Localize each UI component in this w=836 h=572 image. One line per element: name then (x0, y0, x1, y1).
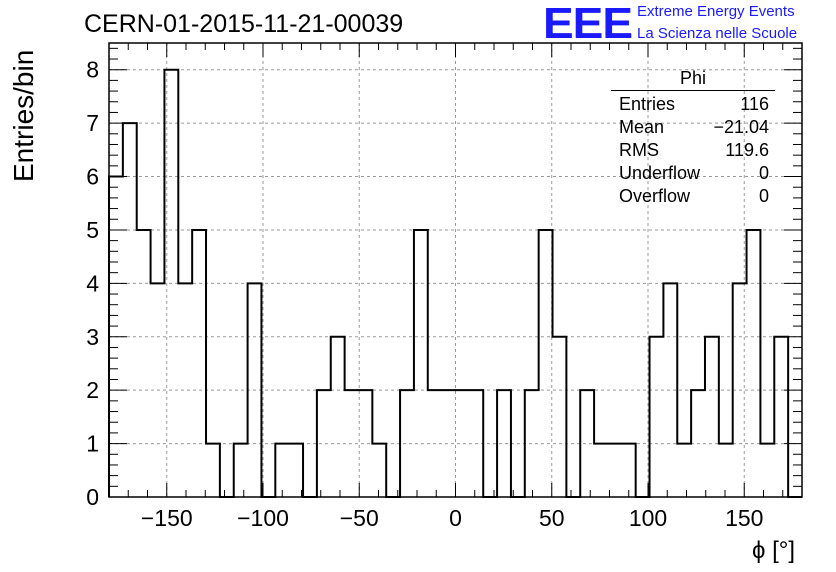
y-axis-label: Entries/bin (8, 49, 39, 182)
x-axis-label: ϕ [°] (752, 537, 796, 564)
stats-label: Mean (619, 117, 665, 137)
stats-label: RMS (619, 140, 659, 160)
histogram-outline (108, 68, 802, 498)
histogram-bin (608, 444, 622, 497)
histogram-bin (705, 337, 719, 497)
histogram-bin (289, 444, 303, 497)
histogram-bin (622, 444, 636, 497)
histogram-bin (372, 444, 386, 497)
y-tick-label: 2 (86, 377, 99, 403)
x-tick-label: 0 (449, 505, 462, 531)
histogram-bin (677, 444, 691, 497)
histogram-bin (594, 444, 608, 497)
histogram-bin (539, 230, 553, 497)
logo-line-1: Extreme Energy Events (637, 3, 795, 20)
x-tick-label: −50 (340, 505, 379, 531)
y-tick-label: 5 (86, 217, 99, 243)
histogram-bin (747, 230, 761, 497)
histogram-bin (580, 390, 594, 497)
histogram-bin (358, 390, 372, 497)
x-tick-label: −100 (237, 505, 289, 531)
x-tick-label: 100 (629, 505, 667, 531)
histogram-bin (123, 123, 137, 497)
x-tick-label: 50 (539, 505, 565, 531)
logo-line-2: La Scienza nelle Scuole (637, 25, 798, 42)
stats-value: 116 (740, 94, 769, 114)
histogram-bin (137, 230, 151, 497)
y-tick-label: 3 (86, 324, 99, 350)
stats-title: Phi (611, 68, 775, 91)
histogram-bin (275, 444, 289, 497)
stats-value: 119.6 (725, 140, 769, 160)
histogram-bin (178, 283, 192, 497)
histogram-bin (206, 444, 220, 497)
stats-row-rms: RMS 119.6 (611, 140, 775, 163)
run-title: CERN-01-2015-11-21-00039 (84, 10, 404, 38)
stats-row-entries: Entries 116 (611, 94, 775, 117)
histogram-bin (553, 337, 567, 497)
histogram-bin (234, 444, 248, 497)
histogram-bin (192, 230, 206, 497)
histogram-bin (719, 444, 733, 497)
histogram-bin (760, 444, 774, 497)
stats-value: −21.04 (713, 117, 769, 137)
stats-row-underflow: Underflow 0 (611, 163, 775, 186)
stats-row-mean: Mean −21.04 (611, 117, 775, 140)
stats-row-overflow: Overflow 0 (611, 186, 775, 209)
histogram-bin (331, 337, 345, 497)
eee-logo: EEE (543, 0, 633, 48)
y-tick-label: 6 (86, 164, 99, 190)
stats-value: 0 (758, 163, 769, 183)
stats-label: Underflow (619, 163, 701, 183)
stats-value: 0 (758, 186, 769, 206)
histogram-bin (650, 337, 664, 497)
y-tick-label: 7 (86, 110, 99, 136)
y-tick-label: 4 (86, 270, 99, 296)
histogram-bin (414, 230, 428, 497)
x-tick-label: −150 (141, 505, 193, 531)
stats-label: Overflow (619, 186, 691, 206)
y-tick-label: 8 (86, 57, 99, 83)
x-tick-label: 150 (725, 505, 763, 531)
y-tick-label: 1 (86, 431, 99, 457)
y-tick-label: 0 (86, 484, 99, 510)
stats-box: Phi Entries 116 Mean −21.04 RMS 119.6 Un… (611, 68, 775, 209)
stats-label: Entries (619, 94, 676, 114)
histogram-bin (774, 337, 788, 497)
histogram-bin (317, 390, 331, 497)
